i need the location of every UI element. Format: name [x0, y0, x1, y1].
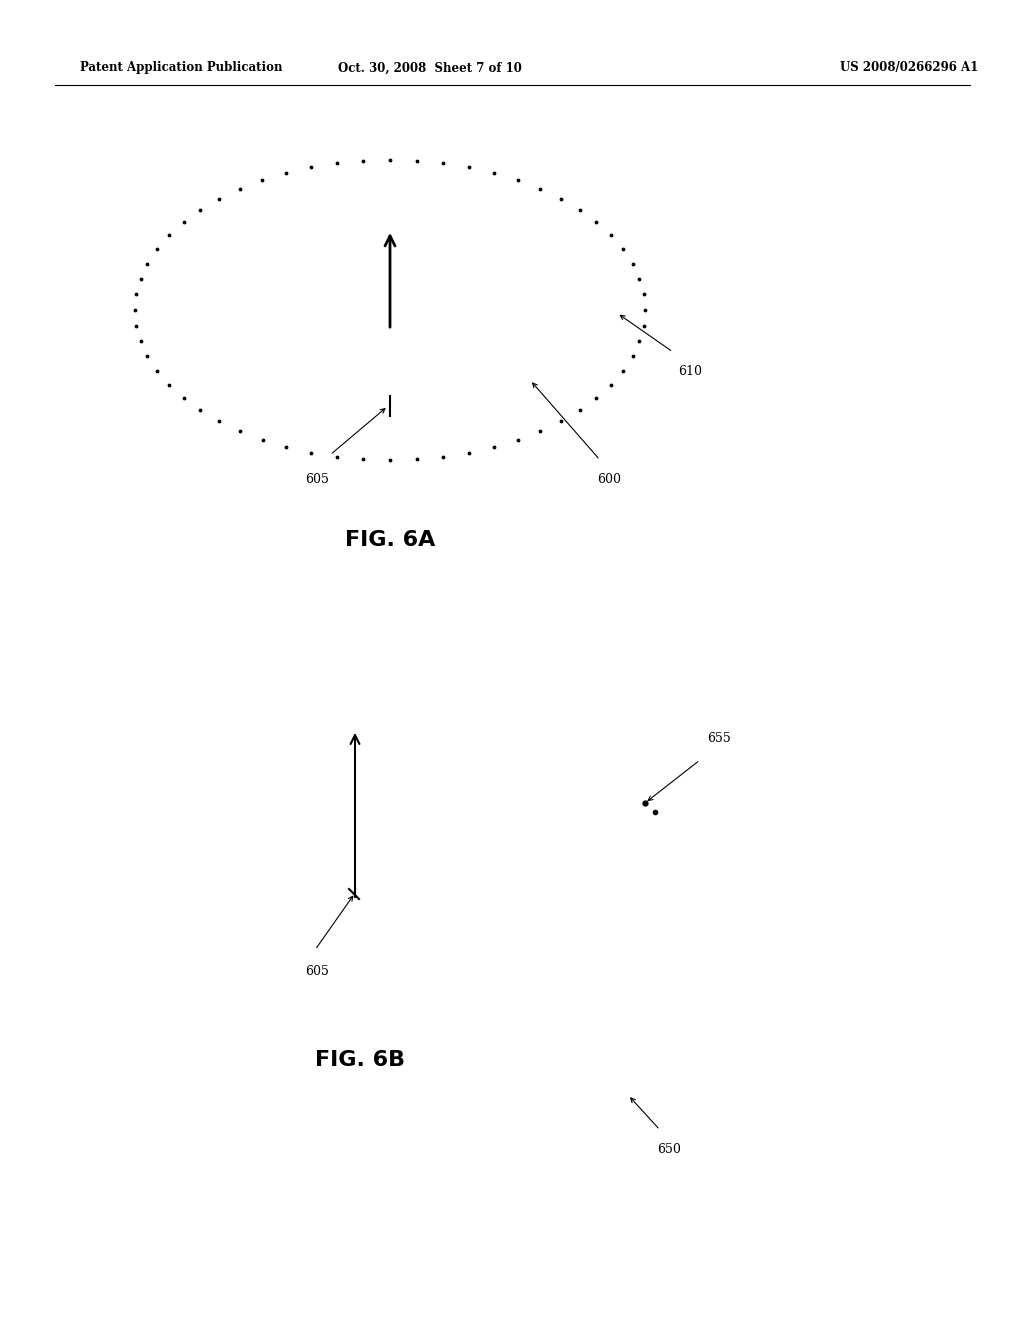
- Text: 655: 655: [707, 733, 731, 744]
- Text: FIG. 6B: FIG. 6B: [315, 1049, 406, 1071]
- Text: US 2008/0266296 A1: US 2008/0266296 A1: [840, 62, 978, 74]
- Text: 610: 610: [678, 366, 702, 378]
- Text: Patent Application Publication: Patent Application Publication: [80, 62, 283, 74]
- Text: 650: 650: [657, 1143, 681, 1156]
- Text: Oct. 30, 2008  Sheet 7 of 10: Oct. 30, 2008 Sheet 7 of 10: [338, 62, 522, 74]
- Text: 600: 600: [597, 473, 621, 486]
- Text: FIG. 6A: FIG. 6A: [345, 531, 435, 550]
- Text: 605: 605: [305, 965, 329, 978]
- Text: 605: 605: [305, 473, 329, 486]
